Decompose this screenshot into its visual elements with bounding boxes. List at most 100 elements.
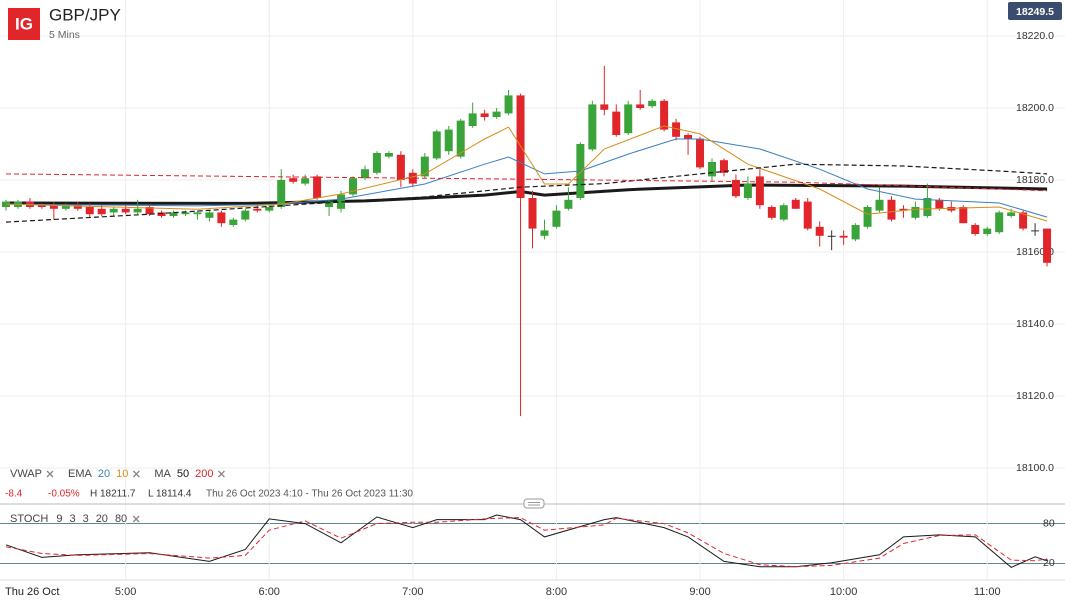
candle-body — [265, 207, 274, 211]
candle-body — [959, 207, 968, 224]
legend-entry: 20 — [98, 468, 110, 480]
x-tick-label: 6:00 — [259, 586, 280, 598]
candle-body — [983, 228, 992, 234]
logo — [8, 8, 40, 40]
candle-body — [684, 135, 693, 139]
candle-body — [719, 160, 728, 173]
remove-icon — [46, 470, 54, 478]
candle-body — [492, 111, 501, 117]
candle-body — [253, 208, 262, 211]
candle-body — [133, 208, 142, 213]
stoch-param: 3 — [83, 513, 89, 525]
candle-body — [277, 180, 286, 207]
candle-body — [468, 113, 477, 126]
change: -8.4 — [5, 489, 23, 500]
candle-body — [217, 212, 226, 224]
candle-body — [588, 104, 597, 150]
indicator-line — [5, 125, 1048, 222]
indicator-line — [5, 514, 1048, 568]
candle-body — [229, 219, 238, 225]
candle-body — [803, 201, 812, 229]
stoch-param: 20 — [96, 513, 108, 525]
resize-handle[interactable] — [523, 498, 545, 509]
date-range: Thu 26 Oct 2023 4:10 - Thu 26 Oct 2023 1… — [206, 489, 413, 500]
y-tick-label: 18140.0 — [1016, 318, 1054, 330]
legend-group: EMA — [68, 468, 93, 480]
candle-body — [815, 226, 824, 236]
remove-button[interactable] — [217, 470, 225, 478]
candle-body — [337, 194, 346, 209]
candle-body — [923, 198, 932, 216]
candle-body — [372, 153, 381, 173]
candle-body — [289, 178, 298, 182]
y-tick-label: 18120.0 — [1016, 390, 1054, 402]
candle-body — [839, 235, 848, 238]
candle-body — [624, 104, 633, 134]
legend-entry: VWAP — [10, 468, 42, 480]
candle-body — [313, 176, 322, 198]
candle-body — [911, 207, 920, 218]
remove-button[interactable] — [46, 470, 54, 478]
candle-body — [360, 169, 369, 179]
low: L 18114.4 — [148, 489, 192, 500]
candle-body — [899, 208, 908, 211]
y-tick-label: 80 — [1043, 517, 1055, 529]
candle-body — [791, 199, 800, 209]
price-badge — [1008, 2, 1062, 20]
candle-body — [528, 198, 537, 229]
candle-body — [145, 207, 154, 215]
x-tick-label: 9:00 — [689, 586, 710, 598]
x-tick-label: 10:00 — [830, 586, 858, 598]
candle-body — [193, 212, 202, 215]
candle-body — [767, 207, 776, 218]
candle-body — [636, 104, 645, 108]
candle-body — [444, 129, 453, 152]
indicator-line — [5, 173, 1048, 192]
candle-body — [612, 111, 621, 135]
stoch-title: STOCH — [10, 513, 48, 525]
y-tick-label: 18220.0 — [1016, 30, 1054, 42]
candle-body — [875, 199, 884, 211]
candle-body — [504, 95, 513, 114]
candle-body — [648, 100, 657, 107]
remove-icon — [132, 470, 140, 478]
y-tick-label: 20 — [1043, 557, 1055, 569]
candle-body — [157, 212, 166, 216]
remove-icon — [217, 470, 225, 478]
candle-body — [1, 201, 10, 207]
price-badge-text: 18249.5 — [1016, 6, 1054, 18]
y-tick-label: 18200.0 — [1016, 102, 1054, 114]
indicator-line — [5, 163, 1048, 223]
candle-body — [384, 153, 393, 157]
legend-entry: 200 — [195, 468, 213, 480]
y-tick-label: 18180.0 — [1016, 174, 1054, 186]
candle-body — [851, 225, 860, 240]
candle-body — [301, 178, 310, 184]
candle-body — [432, 131, 441, 159]
candle-body — [600, 104, 609, 110]
candle-body — [863, 207, 872, 227]
legend-group: MA — [154, 468, 171, 480]
candle-body — [37, 205, 46, 207]
candle-body — [755, 176, 764, 206]
remove-button[interactable] — [132, 470, 140, 478]
candle-body — [480, 113, 489, 117]
indicator-line — [5, 138, 1048, 218]
candle-body — [1043, 228, 1052, 263]
candle-body — [660, 100, 669, 130]
candle-body — [97, 208, 106, 215]
stoch-param: 80 — [115, 513, 127, 525]
candle-body — [1019, 212, 1028, 229]
remove-icon — [132, 515, 140, 523]
y-tick-label: 18100.0 — [1016, 462, 1054, 474]
x-tick-label: 5:00 — [115, 586, 136, 598]
logo-text: IG — [15, 14, 33, 33]
candle-body — [971, 225, 980, 234]
candle-body — [995, 212, 1004, 233]
candle-body — [779, 205, 788, 220]
remove-button[interactable] — [132, 515, 140, 523]
candle-body — [61, 205, 70, 209]
candle-body — [408, 172, 417, 184]
candle-body — [73, 205, 82, 209]
